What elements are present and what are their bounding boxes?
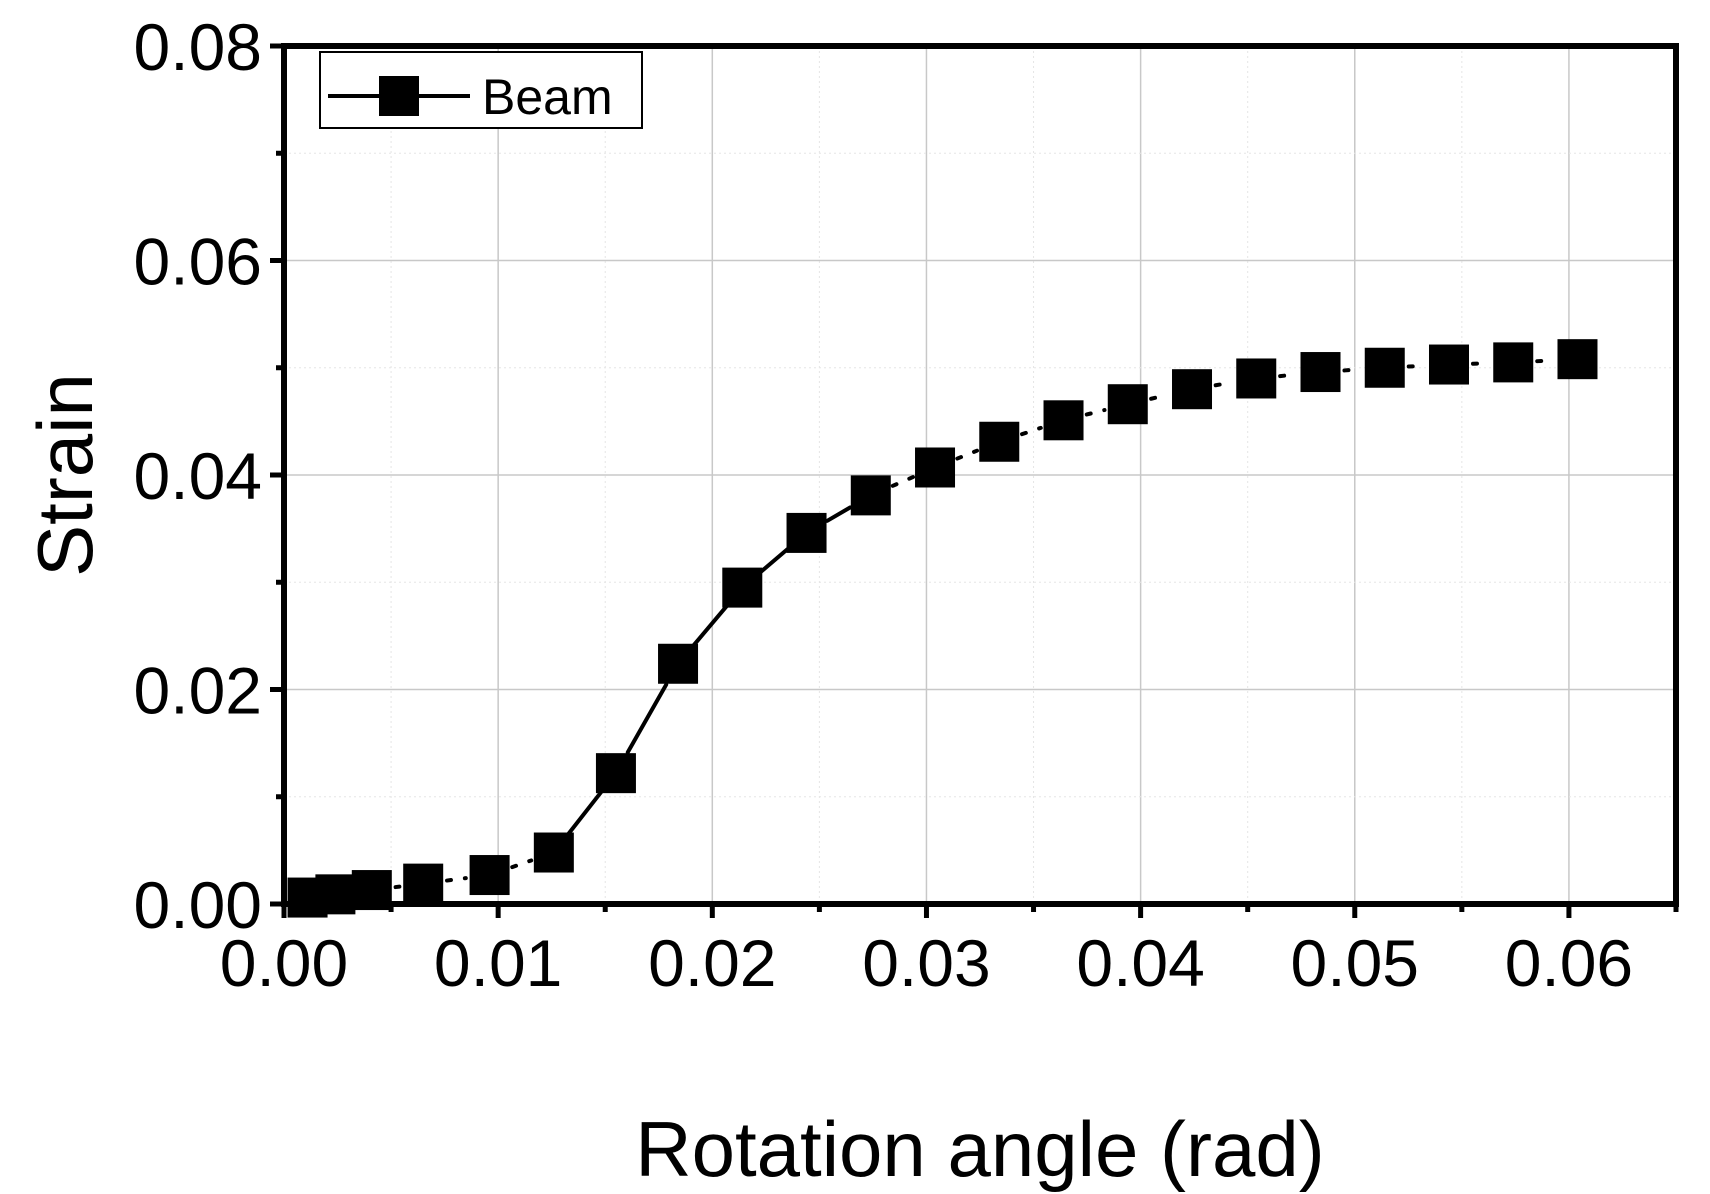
x-axis-title: Rotation angle (rad) [635, 1105, 1324, 1193]
x-tick-label: 0.05 [1291, 926, 1419, 1000]
series-line-segment [1084, 408, 1107, 417]
data-point-marker [979, 421, 1020, 462]
x-tick-label: 0.02 [648, 926, 776, 1000]
legend: Beam [319, 51, 643, 129]
x-axis-tick-labels: 0.00 0.01 0.02 0.03 0.04 0.05 0.06 [220, 926, 1633, 1000]
x-tick-label: 0.06 [1505, 926, 1633, 1000]
y-tick-label: 0.04 [134, 439, 262, 513]
axis-ticks [270, 43, 1679, 918]
data-point-marker [315, 874, 356, 915]
x-tick-label: 0.03 [862, 926, 990, 1000]
series-line-segment [825, 505, 853, 523]
y-tick-label: 0.02 [134, 654, 262, 728]
data-point-marker [722, 567, 763, 608]
series-line-segment [890, 475, 916, 488]
data-point-marker [1300, 352, 1341, 393]
series-line-segment [1278, 372, 1299, 379]
y-tick-label: 0.06 [134, 225, 262, 299]
data-point-marker [1364, 347, 1405, 388]
data-point-marker [915, 447, 956, 488]
series-line-segment [445, 876, 468, 883]
data-point-marker [658, 643, 699, 684]
y-axis-tick-labels: 0.00 0.02 0.04 0.06 0.08 [134, 10, 262, 942]
data-point-marker [403, 863, 444, 904]
series-line-segment [1406, 363, 1428, 369]
x-tick-label: 0.04 [1076, 926, 1204, 1000]
data-point-marker [850, 475, 891, 516]
data-point-marker [1557, 339, 1598, 380]
series-line-segment [691, 603, 729, 648]
series-line-segment [1149, 392, 1171, 401]
series-line-segment [625, 682, 669, 755]
x-tick-label: 0.01 [434, 926, 562, 1000]
x-tick-label: 0.00 [220, 926, 348, 1000]
legend-marker-square [379, 76, 419, 116]
legend-label-beam: Beam [482, 69, 613, 125]
data-point-marker [1236, 358, 1277, 399]
data-point-marker [1493, 342, 1534, 383]
series-line-segment [1020, 425, 1043, 437]
series-line-segment [1213, 380, 1235, 388]
data-point-marker [1428, 344, 1469, 385]
series-line-segment [566, 790, 604, 836]
series-line-segment [955, 448, 979, 461]
data-point-marker [786, 512, 827, 553]
series-line-segment [1535, 358, 1556, 364]
y-tick-label: 0.00 [134, 868, 262, 942]
series-line-segment [510, 858, 534, 870]
series-line-segment [1470, 361, 1492, 366]
y-tick-label: 0.08 [134, 10, 262, 84]
series-line-segment [758, 546, 791, 575]
data-point-marker [1107, 384, 1148, 425]
grid [284, 46, 1677, 904]
y-axis-title: Strain [21, 373, 109, 577]
data-point-marker [469, 855, 510, 896]
legend-box [319, 51, 643, 129]
data-point-marker [1172, 369, 1213, 410]
series-beam [287, 339, 1598, 918]
data-point-marker [595, 753, 636, 794]
series-line-segment [1342, 367, 1363, 373]
data-point-marker [1043, 400, 1084, 441]
data-point-marker [533, 832, 574, 873]
